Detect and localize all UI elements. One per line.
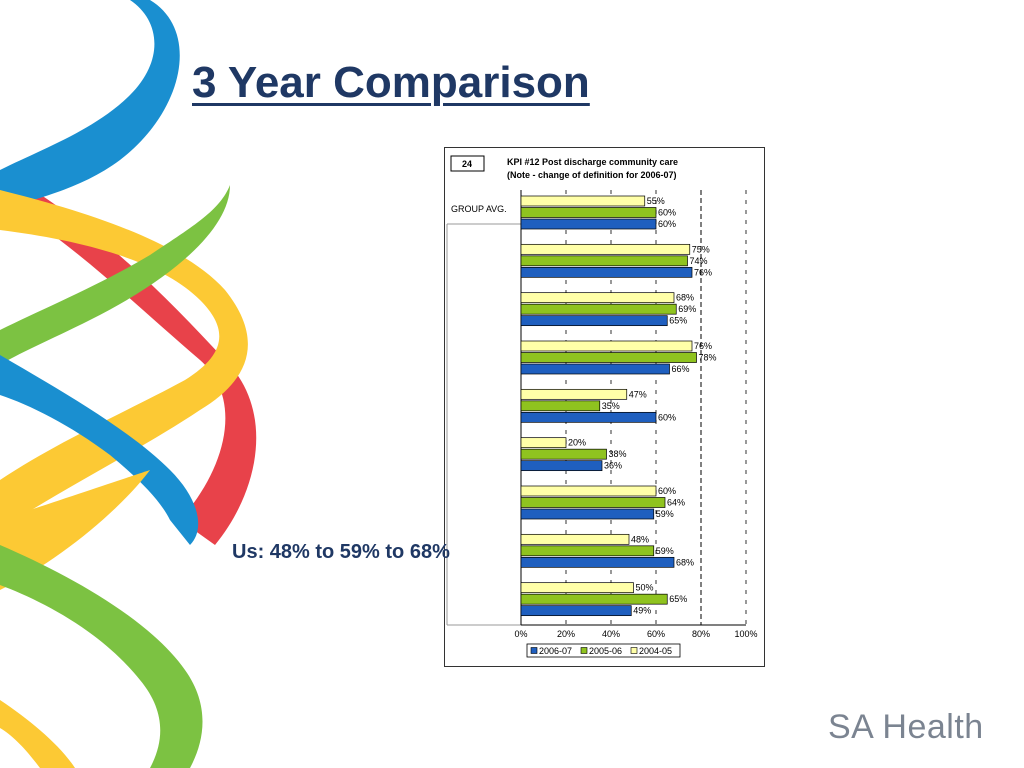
- value-label-2005-06-8: 65%: [669, 594, 687, 604]
- bar-2005-06-0: [520, 207, 657, 218]
- bar-2004-05-4: [520, 388, 628, 400]
- value-label-2004-05-1: 75%: [692, 244, 710, 254]
- value-label-2004-05-3: 76%: [694, 341, 712, 351]
- ribbon-yellow-low: [0, 470, 150, 590]
- value-label-2004-05-2: 68%: [676, 293, 694, 303]
- bar-2004-05-5: [520, 437, 567, 449]
- page-number: 24: [462, 159, 472, 169]
- ribbon-blue-mid: [0, 355, 199, 545]
- value-label-2004-05-7: 48%: [631, 534, 649, 544]
- bar-2004-05-0: [520, 195, 646, 207]
- value-label-2004-05-4: 47%: [629, 389, 647, 399]
- bar-2005-06-2: [520, 303, 677, 315]
- slide-title: 3 Year Comparison: [192, 58, 590, 107]
- category-label-0: GROUP AVG.: [451, 204, 507, 214]
- legend-label-2006-07: 2006-07: [539, 646, 572, 656]
- bar-2006-07-6: [520, 508, 655, 520]
- bar-2004-05-2: [520, 292, 675, 304]
- value-label-2004-05-0: 55%: [647, 196, 665, 206]
- bar-2005-06-1: [520, 255, 688, 267]
- x-tick-label-1: 20%: [557, 629, 575, 639]
- bar-2005-06-4: [520, 400, 601, 412]
- bar-2006-07-3: [520, 363, 670, 375]
- bar-2004-05-3: [520, 340, 693, 352]
- x-tick-label-0: 0%: [514, 629, 527, 639]
- value-label-2006-07-5: 36%: [604, 461, 622, 471]
- x-tick-label-3: 60%: [647, 629, 665, 639]
- value-label-2005-06-1: 74%: [690, 256, 708, 266]
- value-label-2006-07-1: 76%: [694, 267, 712, 277]
- legend-swatch-2005-06: [580, 647, 588, 654]
- legend-swatch-2006-07: [530, 647, 538, 654]
- bar-2005-06-8: [520, 593, 668, 605]
- page-number-box: [450, 155, 485, 172]
- plot-area: 0% 20% 40% 60% 80% 100%GROUP AVG.55%60%60%75%…: [446, 190, 758, 658]
- value-label-2006-07-7: 68%: [676, 557, 694, 567]
- bar-2006-07-2: [520, 315, 668, 327]
- kpi-bar-chart: 24 KPI #12 Post discharge community care…: [446, 155, 758, 658]
- callout-text: Us: 48% to 59% to 68%: [232, 541, 450, 563]
- bar-2006-07-8: [520, 605, 632, 617]
- value-label-2006-07-4: 60%: [658, 412, 676, 422]
- legend-label-2004-05: 2004-05: [639, 646, 672, 656]
- bar-2005-06-5: [520, 448, 607, 460]
- ribbon-green-low: [0, 545, 203, 768]
- value-label-2005-06-7: 59%: [656, 546, 674, 556]
- bar-2004-05-8: [520, 582, 634, 594]
- value-label-2005-06-6: 64%: [667, 498, 685, 508]
- bar-2006-07-4: [520, 411, 657, 423]
- value-label-2006-07-3: 66%: [672, 364, 690, 374]
- value-label-2006-07-6: 59%: [656, 509, 674, 519]
- value-label-2006-07-8: 49%: [633, 606, 651, 616]
- chart-subtitle: (Note - change of definition for 2006-07…: [507, 170, 677, 180]
- bar-2005-06-3: [520, 352, 697, 363]
- value-label-2005-06-4: 35%: [602, 401, 620, 411]
- bar-2005-06-6: [520, 497, 666, 508]
- value-label-2005-06-3: 78%: [699, 353, 717, 363]
- value-label-2004-05-6: 60%: [658, 486, 676, 496]
- bar-2006-07-0: [520, 218, 657, 230]
- bar-2006-07-1: [520, 266, 693, 278]
- sa-health-logo: SA Health: [828, 708, 984, 746]
- value-label-2005-06-0: 60%: [658, 208, 676, 218]
- x-tick-label-4: 80%: [692, 629, 710, 639]
- legend-box: [526, 643, 681, 658]
- value-label-2005-06-5: 38%: [609, 449, 627, 459]
- value-label-2005-06-2: 69%: [678, 304, 696, 314]
- bar-2006-07-7: [520, 556, 675, 568]
- legend-label-2005-06: 2005-06: [589, 646, 622, 656]
- bar-2006-07-5: [520, 460, 603, 472]
- x-tick-label-2: 40%: [602, 629, 620, 639]
- chart-title: KPI #12 Post discharge community care: [507, 157, 678, 167]
- bar-2004-05-1: [520, 243, 691, 255]
- ribbon-yellow-mid: [0, 190, 248, 530]
- ribbon-blue-top: [0, 0, 180, 210]
- x-tick-label-5: 100%: [734, 629, 757, 639]
- legend-swatch-2004-05: [630, 647, 638, 654]
- value-label-2004-05-8: 50%: [636, 583, 654, 593]
- value-label-2004-05-5: 20%: [568, 438, 586, 448]
- ribbon-green-mid: [0, 185, 230, 365]
- value-label-2006-07-2: 65%: [669, 316, 687, 326]
- bar-2005-06-7: [520, 545, 655, 557]
- value-label-2006-07-0: 60%: [658, 219, 676, 229]
- ribbon-yellow-bottom: [0, 700, 75, 768]
- bar-2004-05-7: [520, 533, 630, 545]
- kpi-chart-panel: 24 KPI #12 Post discharge community care…: [444, 147, 765, 667]
- bar-2004-05-6: [520, 485, 657, 497]
